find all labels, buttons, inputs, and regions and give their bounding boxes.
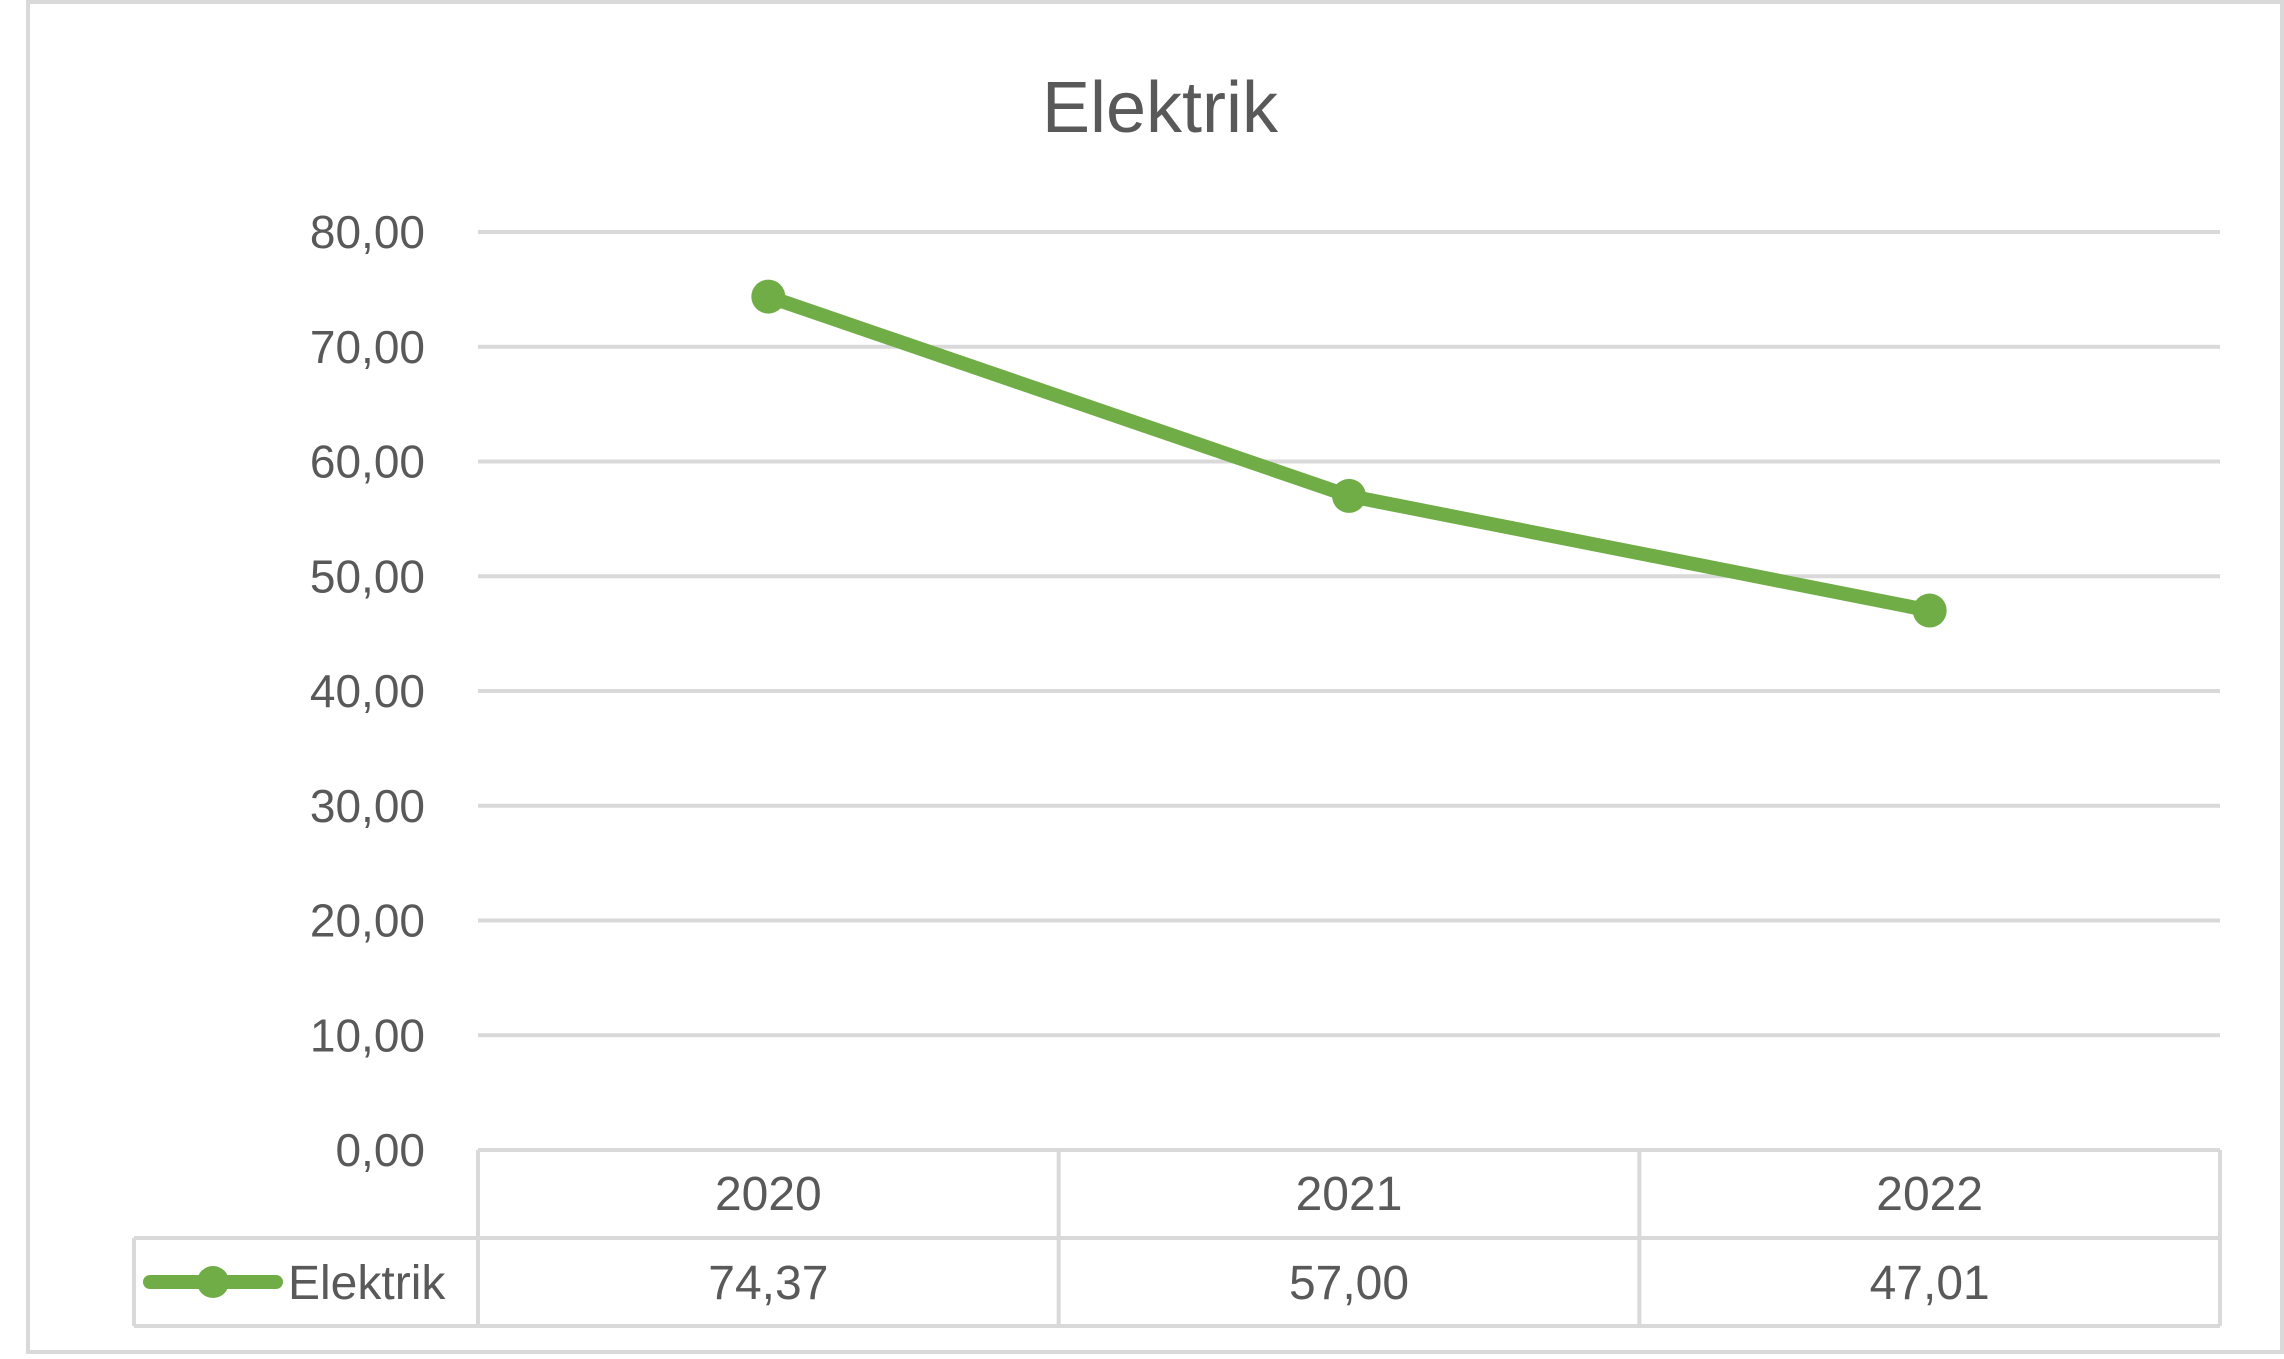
- chart-frame: [26, 0, 2284, 1354]
- category-label: 2021: [1296, 1168, 1403, 1221]
- y-tick-label: 10,00: [310, 1009, 425, 1061]
- y-tick-label: 30,00: [310, 780, 425, 832]
- legend-key-marker: [197, 1266, 229, 1298]
- data-point: [751, 279, 786, 314]
- gridlines: [478, 230, 2220, 1038]
- series-line-segment: [761, 289, 1356, 503]
- data-table-value: 74,37: [708, 1257, 828, 1310]
- data-table-value: 47,01: [1870, 1257, 1990, 1310]
- data-point: [1332, 478, 1366, 513]
- y-tick-label: 80,00: [310, 206, 425, 258]
- data-table-value: 57,00: [1289, 1257, 1409, 1310]
- y-tick-label: 40,00: [310, 665, 425, 717]
- y-tick-label: 50,00: [310, 550, 425, 602]
- series-markers: [751, 279, 1947, 628]
- legend-series-name: Elektrik: [288, 1257, 446, 1310]
- category-label: 2020: [715, 1168, 822, 1221]
- data-point: [1912, 593, 1947, 628]
- y-tick-label: 0,00: [335, 1124, 425, 1176]
- category-label: 2022: [1876, 1168, 1983, 1221]
- data-table: 2020 2021 2022 Elektrik 74,37 57,00 47,01: [132, 1148, 2222, 1328]
- y-axis-tick-labels: 0,00 10,00 20,00 30,00 40,00 50,00 60,00 70,00 8…: [310, 206, 425, 1176]
- series-line-segment: [1342, 488, 1937, 618]
- y-tick-label: 60,00: [310, 436, 425, 488]
- chart-title: Elektrik: [1042, 68, 1279, 148]
- y-tick-label: 20,00: [310, 895, 425, 947]
- y-tick-label: 70,00: [310, 321, 425, 373]
- series-lines: [761, 289, 1937, 618]
